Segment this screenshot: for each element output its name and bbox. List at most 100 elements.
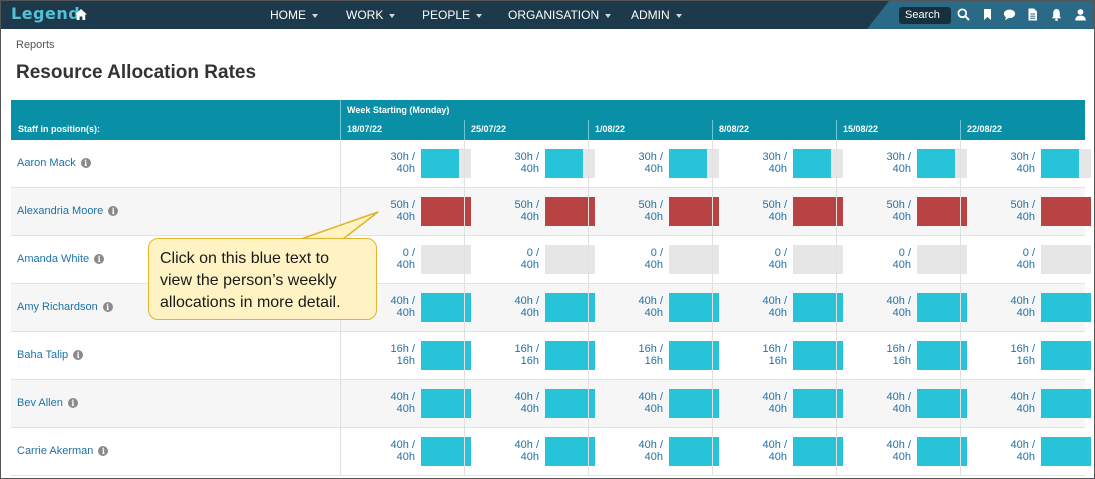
allocated-hours[interactable]: 0 /	[774, 247, 787, 259]
capacity-hours[interactable]: 40h	[1016, 259, 1035, 271]
info-icon[interactable]: i	[80, 158, 91, 168]
info-icon[interactable]: i	[94, 254, 105, 264]
allocated-hours[interactable]: 40h /	[762, 391, 787, 403]
capacity-hours[interactable]: 16h	[768, 355, 787, 367]
allocation-hours-link[interactable]: 16h /16h	[747, 343, 787, 367]
capacity-hours[interactable]: 40h	[892, 403, 911, 415]
capacity-hours[interactable]: 16h	[396, 355, 415, 367]
allocation-hours-link[interactable]: 30h /40h	[871, 151, 911, 175]
allocated-hours[interactable]: 30h /	[390, 151, 415, 163]
allocated-hours[interactable]: 30h /	[886, 151, 911, 163]
staff-name-text[interactable]: Bev Allen	[17, 397, 63, 409]
allocated-hours[interactable]: 50h /	[514, 199, 539, 211]
allocated-hours[interactable]: 40h /	[1010, 439, 1035, 451]
staff-name-link[interactable]: Amy Richardson i	[17, 301, 113, 313]
allocated-hours[interactable]: 40h /	[886, 295, 911, 307]
capacity-hours[interactable]: 40h	[768, 307, 787, 319]
allocation-hours-link[interactable]: 16h /16h	[995, 343, 1035, 367]
allocation-hours-link[interactable]: 40h /40h	[995, 391, 1035, 415]
capacity-hours[interactable]: 40h	[892, 163, 911, 175]
allocated-hours[interactable]: 40h /	[762, 295, 787, 307]
capacity-hours[interactable]: 40h	[520, 211, 539, 223]
capacity-hours[interactable]: 40h	[892, 451, 911, 463]
capacity-hours[interactable]: 40h	[644, 211, 663, 223]
capacity-hours[interactable]: 40h	[768, 403, 787, 415]
allocation-hours-link[interactable]: 40h /40h	[375, 391, 415, 415]
info-icon[interactable]: i	[102, 302, 113, 312]
allocation-hours-link[interactable]: 40h /40h	[375, 295, 415, 319]
capacity-hours[interactable]: 40h	[396, 163, 415, 175]
capacity-hours[interactable]: 40h	[644, 403, 663, 415]
allocated-hours[interactable]: 40h /	[390, 439, 415, 451]
search-icon[interactable]	[957, 8, 970, 21]
capacity-hours[interactable]: 40h	[1016, 403, 1035, 415]
allocated-hours[interactable]: 50h /	[638, 199, 663, 211]
allocated-hours[interactable]: 40h /	[762, 439, 787, 451]
allocation-hours-link[interactable]: 40h /40h	[747, 391, 787, 415]
document-icon[interactable]	[1026, 8, 1039, 21]
allocated-hours[interactable]: 16h /	[638, 343, 663, 355]
capacity-hours[interactable]: 16h	[520, 355, 539, 367]
staff-name-link[interactable]: Aaron Mack i	[17, 157, 91, 169]
allocated-hours[interactable]: 30h /	[514, 151, 539, 163]
capacity-hours[interactable]: 40h	[1016, 211, 1035, 223]
allocated-hours[interactable]: 40h /	[638, 439, 663, 451]
allocated-hours[interactable]: 30h /	[638, 151, 663, 163]
allocation-hours-link[interactable]: 40h /40h	[623, 439, 663, 463]
allocation-hours-link[interactable]: 0 /40h	[871, 247, 911, 271]
user-icon[interactable]	[1074, 8, 1087, 21]
allocated-hours[interactable]: 50h /	[1010, 199, 1035, 211]
bell-icon[interactable]	[1050, 8, 1063, 21]
allocated-hours[interactable]: 30h /	[762, 151, 787, 163]
app-logo[interactable]: Legend	[11, 4, 81, 23]
info-icon[interactable]: i	[98, 446, 109, 456]
capacity-hours[interactable]: 40h	[768, 451, 787, 463]
allocation-hours-link[interactable]: 40h /40h	[871, 391, 911, 415]
allocation-hours-link[interactable]: 30h /40h	[375, 151, 415, 175]
capacity-hours[interactable]: 16h	[1016, 355, 1035, 367]
allocated-hours[interactable]: 40h /	[886, 439, 911, 451]
allocated-hours[interactable]: 16h /	[390, 343, 415, 355]
allocation-hours-link[interactable]: 50h /40h	[375, 199, 415, 223]
capacity-hours[interactable]: 40h	[520, 259, 539, 271]
capacity-hours[interactable]: 40h	[644, 163, 663, 175]
allocation-hours-link[interactable]: 16h /16h	[871, 343, 911, 367]
allocated-hours[interactable]: 30h /	[1010, 151, 1035, 163]
capacity-hours[interactable]: 40h	[1016, 163, 1035, 175]
allocated-hours[interactable]: 50h /	[886, 199, 911, 211]
info-icon[interactable]: i	[73, 350, 84, 360]
allocation-hours-link[interactable]: 0 /40h	[375, 247, 415, 271]
allocation-hours-link[interactable]: 16h /16h	[375, 343, 415, 367]
capacity-hours[interactable]: 40h	[520, 403, 539, 415]
home-icon[interactable]	[74, 8, 88, 21]
capacity-hours[interactable]: 40h	[892, 307, 911, 319]
allocated-hours[interactable]: 40h /	[1010, 295, 1035, 307]
allocation-hours-link[interactable]: 30h /40h	[747, 151, 787, 175]
capacity-hours[interactable]: 40h	[520, 163, 539, 175]
allocation-hours-link[interactable]: 40h /40h	[747, 439, 787, 463]
allocation-hours-link[interactable]: 40h /40h	[499, 439, 539, 463]
capacity-hours[interactable]: 16h	[892, 355, 911, 367]
allocation-hours-link[interactable]: 40h /40h	[995, 295, 1035, 319]
nav-people[interactable]: PEOPLE	[422, 8, 483, 22]
staff-name-text[interactable]: Amy Richardson	[17, 301, 98, 313]
capacity-hours[interactable]: 40h	[396, 259, 415, 271]
staff-name-text[interactable]: Amanda White	[17, 253, 90, 265]
allocated-hours[interactable]: 16h /	[1010, 343, 1035, 355]
info-icon[interactable]: i	[67, 398, 78, 408]
allocated-hours[interactable]: 40h /	[886, 391, 911, 403]
allocated-hours[interactable]: 0 /	[402, 247, 415, 259]
allocated-hours[interactable]: 0 /	[650, 247, 663, 259]
allocation-hours-link[interactable]: 40h /40h	[747, 295, 787, 319]
capacity-hours[interactable]: 40h	[396, 307, 415, 319]
capacity-hours[interactable]: 40h	[768, 211, 787, 223]
capacity-hours[interactable]: 16h	[644, 355, 663, 367]
allocation-hours-link[interactable]: 40h /40h	[623, 391, 663, 415]
allocation-hours-link[interactable]: 30h /40h	[499, 151, 539, 175]
allocation-hours-link[interactable]: 40h /40h	[871, 439, 911, 463]
allocation-hours-link[interactable]: 0 /40h	[995, 247, 1035, 271]
allocation-hours-link[interactable]: 0 /40h	[747, 247, 787, 271]
allocated-hours[interactable]: 0 /	[1022, 247, 1035, 259]
capacity-hours[interactable]: 40h	[644, 307, 663, 319]
allocation-hours-link[interactable]: 40h /40h	[995, 439, 1035, 463]
